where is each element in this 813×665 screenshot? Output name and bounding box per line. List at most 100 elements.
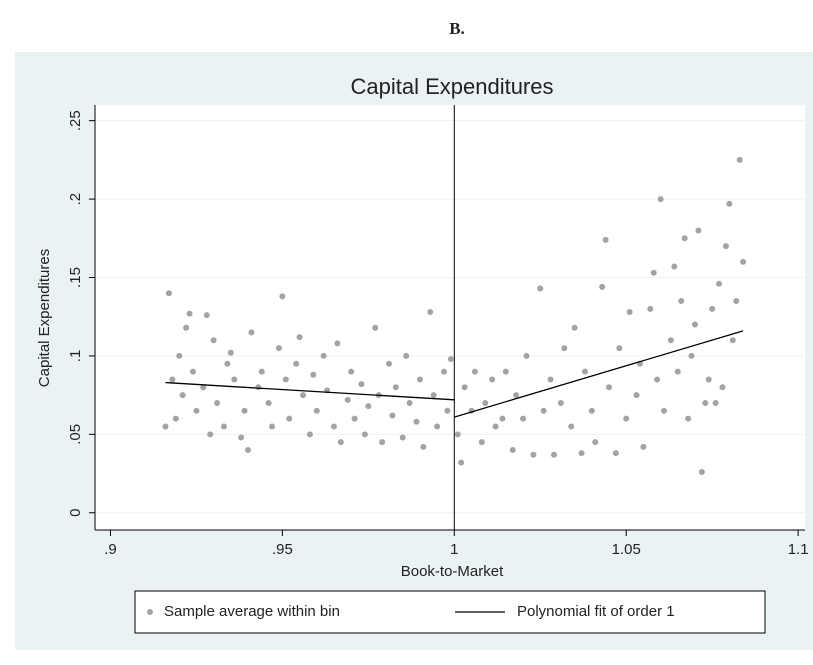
scatter-point <box>568 423 575 430</box>
scatter-point <box>513 392 520 399</box>
scatter-point <box>557 399 564 406</box>
scatter-point <box>671 263 678 270</box>
x-axis-title: Book-to-Market <box>401 563 504 580</box>
scatter-point <box>654 376 661 383</box>
chart-title: Capital Expenditures <box>350 74 553 99</box>
x-tick-label: 1 <box>450 541 458 558</box>
scatter-point <box>602 236 609 243</box>
scatter-point <box>523 352 530 359</box>
scatter-point <box>313 407 320 414</box>
legend-label: Polynomial fit of order 1 <box>517 603 675 620</box>
scatter-point <box>454 431 461 438</box>
scatter-point <box>691 321 698 328</box>
scatter-point <box>214 399 221 406</box>
scatter-point <box>348 368 355 375</box>
legend-box <box>134 590 766 634</box>
scatter-point <box>413 418 420 425</box>
scatter-point <box>581 368 588 375</box>
scatter-point <box>245 447 252 454</box>
scatter-point <box>458 459 465 466</box>
scatter-point <box>681 235 688 242</box>
scatter-point <box>361 431 368 438</box>
scatter-point <box>420 443 427 450</box>
legend-marker <box>147 609 153 615</box>
x-tick-label: .95 <box>272 541 293 558</box>
scatter-point <box>698 468 705 475</box>
scatter-point <box>392 384 399 391</box>
scatter-point <box>537 285 544 292</box>
scatter-point <box>695 227 702 234</box>
fit-line <box>165 381 455 401</box>
scatter-point <box>647 305 654 312</box>
scatter-point <box>547 376 554 383</box>
scatter-point <box>238 434 245 441</box>
scatter-point <box>258 368 265 375</box>
scatter-point <box>502 368 509 375</box>
scatter-point <box>471 368 478 375</box>
scatter-point <box>416 376 423 383</box>
scatter-point <box>722 243 729 250</box>
scatter-point <box>530 451 537 458</box>
scatter-point <box>227 349 234 356</box>
scatter-point <box>716 280 723 287</box>
scatter-point <box>606 384 613 391</box>
scatter-point <box>385 360 392 367</box>
x-tick-label: 1.05 <box>612 541 641 558</box>
scatter-point <box>389 412 396 419</box>
scatter-point <box>447 356 454 363</box>
scatter-point <box>702 399 709 406</box>
scatter-point <box>499 415 506 422</box>
scatter-point <box>444 407 451 414</box>
scatter-point <box>176 352 183 359</box>
scatter-point <box>300 392 307 399</box>
scatter-point <box>183 324 190 331</box>
scatter-point <box>478 439 485 446</box>
y-tick-label: .1 <box>67 350 84 363</box>
scatter-point <box>403 352 410 359</box>
scatter-point <box>179 392 186 399</box>
scatter-point <box>279 293 286 300</box>
scatter-point <box>334 340 341 347</box>
scatter-point <box>372 324 379 331</box>
scatter-point <box>286 415 293 422</box>
y-tick-label: .2 <box>67 193 84 206</box>
scatter-point <box>320 352 327 359</box>
scatter-point <box>207 431 214 438</box>
scatter-point <box>241 407 248 414</box>
scatter-point <box>736 156 743 163</box>
scatter-point <box>461 384 468 391</box>
scatter-point <box>231 376 238 383</box>
scatter-point <box>705 376 712 383</box>
scatter-point <box>220 423 227 430</box>
scatter-point <box>365 403 372 410</box>
legend-label: Sample average within bin <box>164 603 340 620</box>
scatter-point <box>592 439 599 446</box>
scatter-point <box>210 337 217 344</box>
scatter-point <box>588 407 595 414</box>
scatter-point <box>633 392 640 399</box>
scatter-point <box>427 309 434 316</box>
y-tick-label: .25 <box>67 110 84 131</box>
scatter-point <box>203 312 210 319</box>
fit-line <box>454 330 744 418</box>
scatter-point <box>540 407 547 414</box>
scatter-point <box>265 399 272 406</box>
scatter-point <box>434 423 441 430</box>
scatter-point <box>406 399 413 406</box>
scatter-point <box>337 439 344 446</box>
scatter-point <box>399 434 406 441</box>
scatter-point <box>351 415 358 422</box>
scatter-point <box>282 376 289 383</box>
scatter-point <box>344 396 351 403</box>
scatter-point <box>657 196 664 203</box>
scatter-point <box>306 431 313 438</box>
scatter-point <box>667 337 674 344</box>
scatter-point <box>571 324 578 331</box>
scatter-point <box>248 329 255 336</box>
scatter-point <box>492 423 499 430</box>
scatter-point <box>162 423 169 430</box>
scatter-point <box>296 334 303 341</box>
scatter-point <box>729 337 736 344</box>
scatter-point <box>740 258 747 265</box>
